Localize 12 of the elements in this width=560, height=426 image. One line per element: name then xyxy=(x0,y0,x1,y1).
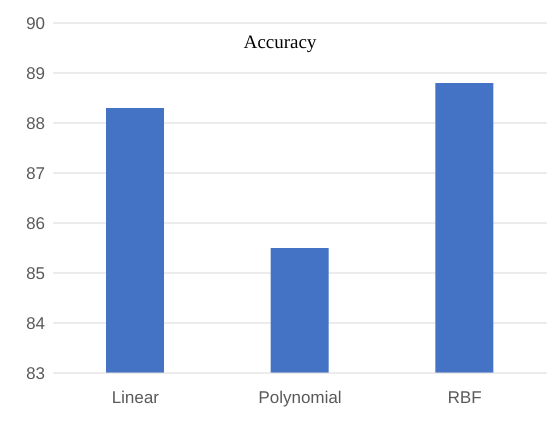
y-tick-label: 85 xyxy=(26,264,45,284)
x-tick-label: RBF xyxy=(448,388,482,408)
x-tick-label: Polynomial xyxy=(258,388,342,408)
y-tick-label: 83 xyxy=(26,364,45,384)
x-tick-label: Linear xyxy=(112,388,160,408)
text: Accuracy xyxy=(242,32,318,54)
y-tick-label: 88 xyxy=(26,114,45,134)
y-tick-label: 87 xyxy=(26,164,45,184)
y-tick-label: 84 xyxy=(26,314,45,334)
y-tick-label: 90 xyxy=(26,14,45,34)
y-tick-label: 86 xyxy=(26,214,45,234)
y-tick-label: 89 xyxy=(26,64,45,84)
